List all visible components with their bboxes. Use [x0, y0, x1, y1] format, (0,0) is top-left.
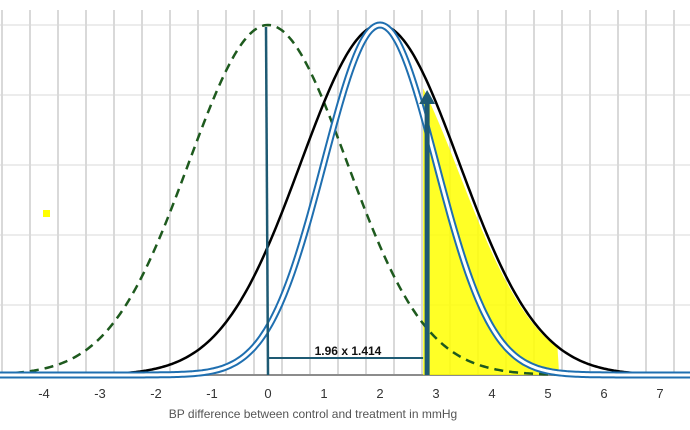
highlight-dot — [43, 210, 50, 217]
x-tick-labels: -4 -3 -2 -1 0 1 2 3 4 5 6 7 — [38, 386, 663, 401]
grid — [0, 10, 690, 376]
x-tick-label: -1 — [206, 386, 218, 401]
highlight-region — [423, 88, 560, 376]
bracket-label: 1.96 x 1.414 — [315, 344, 382, 358]
x-tick-label: 3 — [432, 386, 439, 401]
mean-marker-line — [264, 26, 270, 376]
x-tick-label: -2 — [150, 386, 162, 401]
x-tick-label: 7 — [656, 386, 663, 401]
critical-arrow-head — [419, 90, 436, 104]
series-line-double-outer — [0, 21, 690, 379]
series-line-double-inner — [0, 23, 690, 377]
x-tick-label: -4 — [38, 386, 50, 401]
x-tick-label: 1 — [320, 386, 327, 401]
annotations — [264, 26, 436, 376]
x-axis-label: BP difference between control and treatm… — [169, 407, 457, 421]
x-tick-label: 0 — [264, 386, 271, 401]
x-tick-label: -3 — [94, 386, 106, 401]
x-tick-label: 2 — [376, 386, 383, 401]
x-tick-label: 6 — [600, 386, 607, 401]
x-tick-label: 5 — [544, 386, 551, 401]
curves — [0, 21, 690, 379]
x-tick-label: 4 — [488, 386, 495, 401]
yellow-highlight — [43, 88, 560, 376]
